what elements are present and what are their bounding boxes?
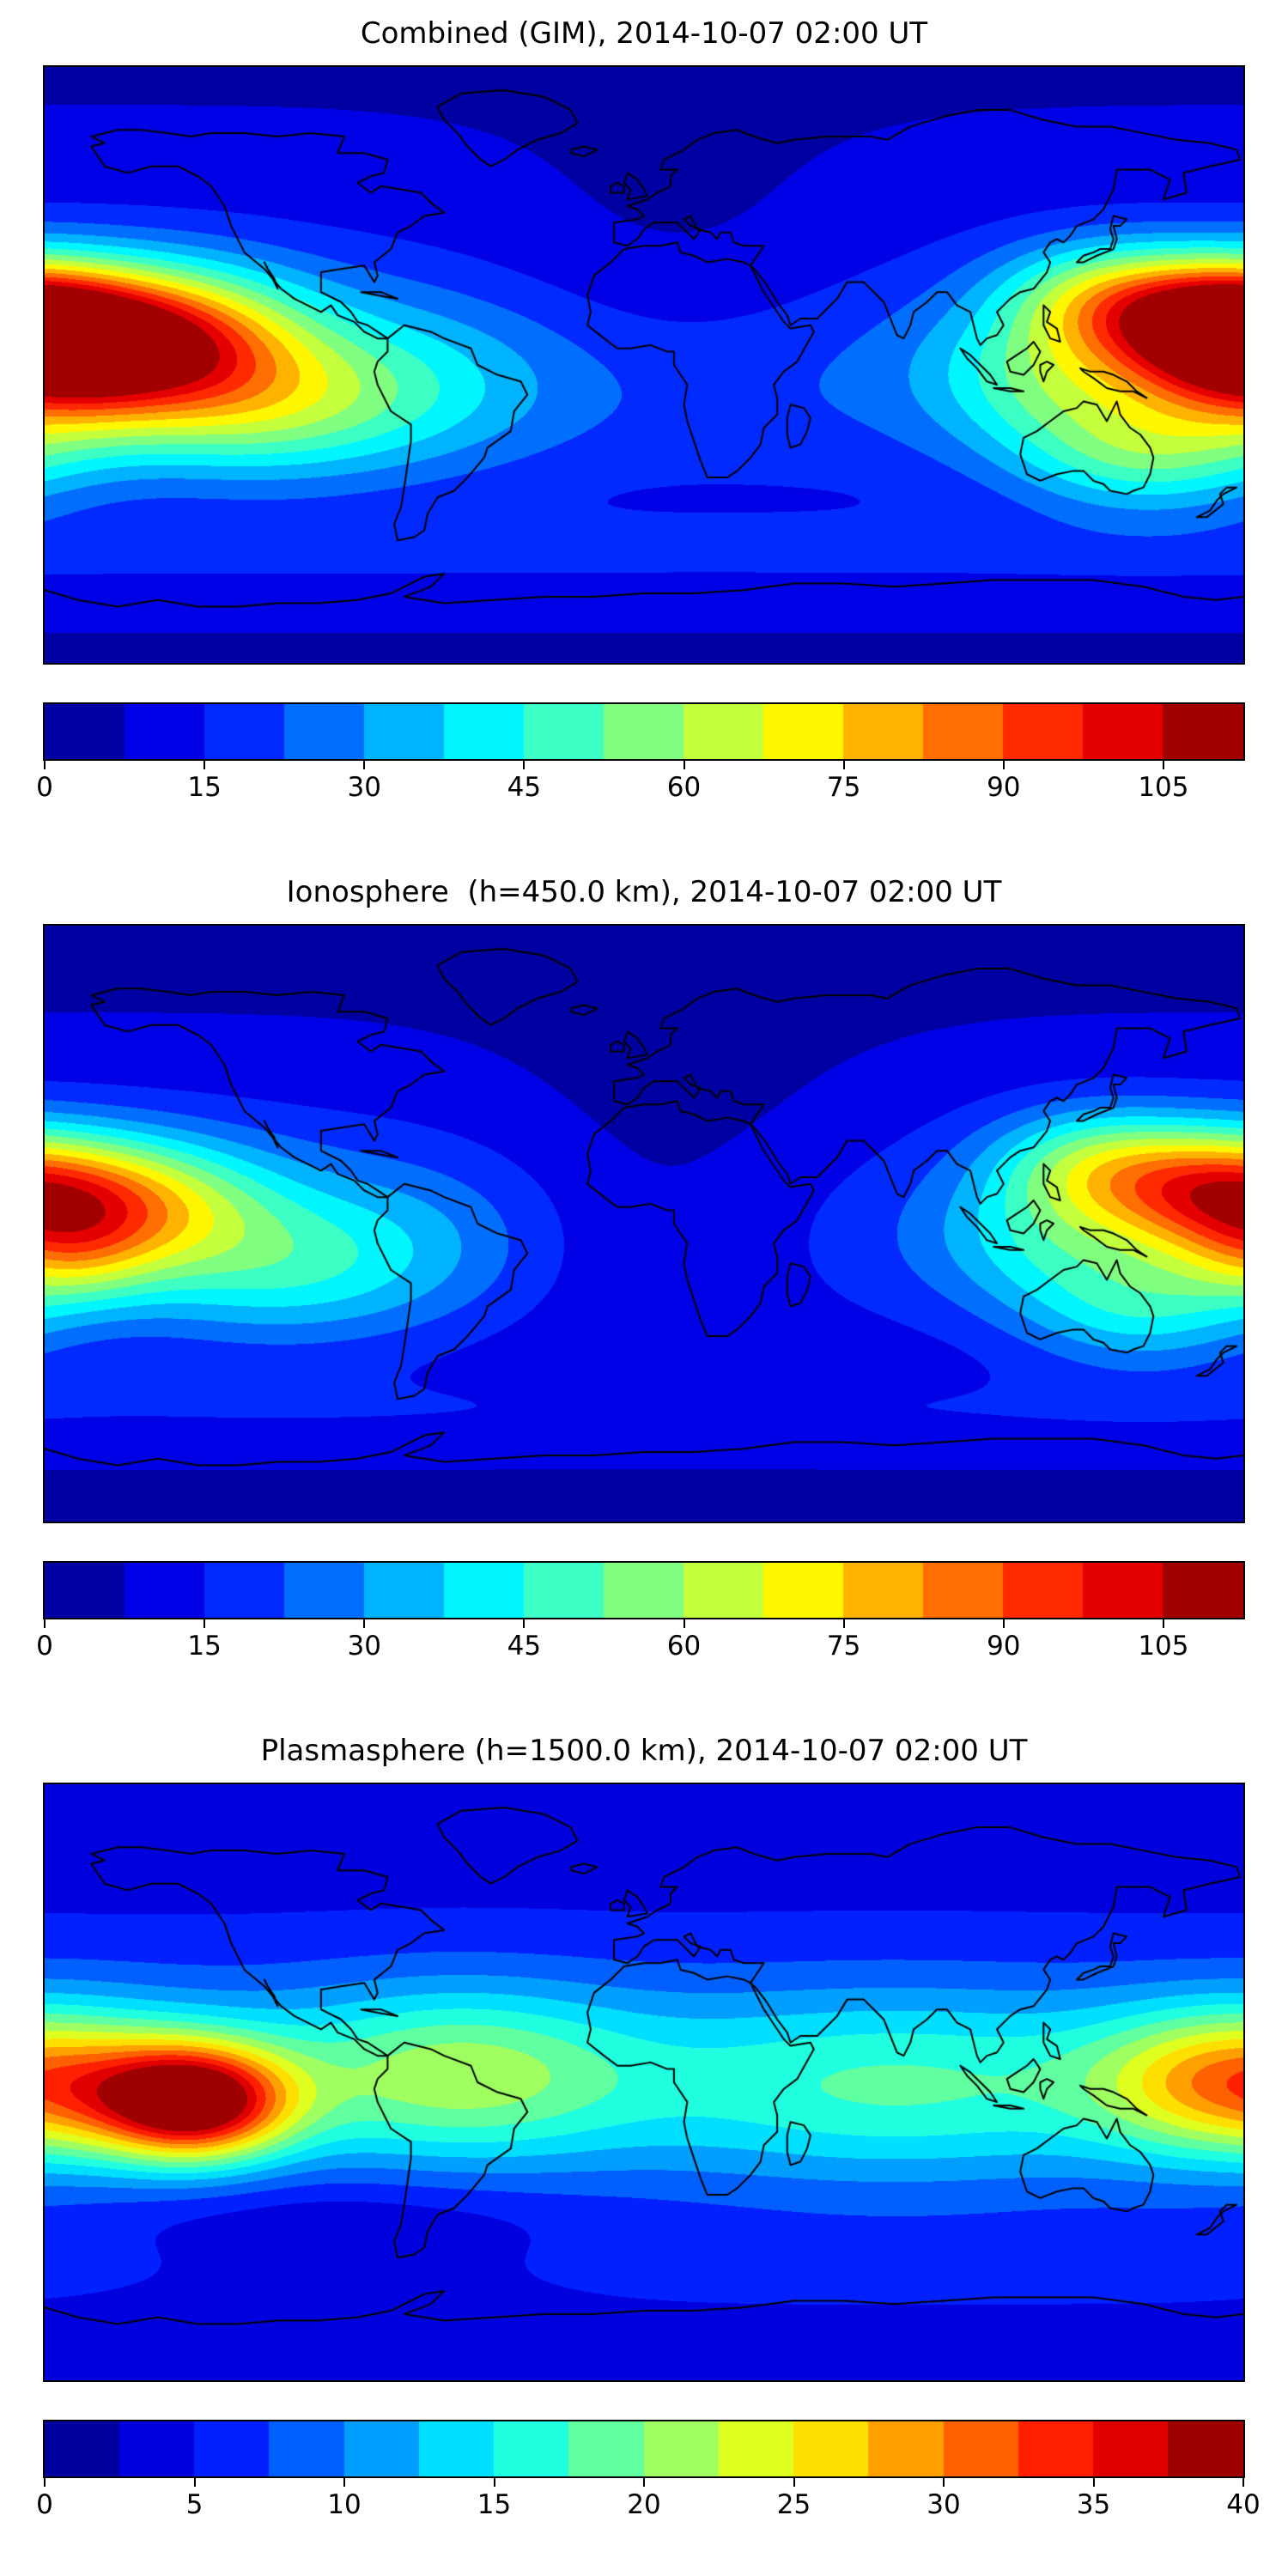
colorbar-tick-label: 15: [477, 2489, 512, 2520]
colorbar-tick-label: 75: [826, 1631, 861, 1662]
colorbar-tick-label: 60: [666, 772, 702, 803]
colorbar-tick-mark: [204, 761, 206, 769]
colorbar-tick-mark: [1092, 2478, 1095, 2487]
panel-ionosphere: Ionosphere (h=450.0 km), 2014-10-07 02:0…: [0, 859, 1288, 1717]
colorbar-tick-label: 30: [927, 2489, 961, 2520]
colorbar-canvas: [43, 2420, 1245, 2478]
colorbar-tick-mark: [1242, 2478, 1244, 2487]
tec-map-canvas: [43, 65, 1245, 665]
colorbar-tick-label: 15: [187, 772, 222, 803]
colorbar-tick-mark: [44, 761, 46, 769]
colorbar-tick-mark: [523, 761, 526, 769]
colorbar-tick-label: 35: [1076, 2489, 1111, 2520]
colorbar-tick-label: 40: [1226, 2489, 1261, 2520]
colorbar-tick-mark: [1162, 1619, 1164, 1628]
colorbar-tick-mark: [643, 2478, 645, 2487]
colorbar-tick-label: 105: [1138, 772, 1189, 803]
colorbar-tick-label: 0: [36, 1631, 53, 1662]
colorbar-tick-label: 90: [987, 1631, 1021, 1662]
colorbar-tick-label: 10: [327, 2489, 361, 2520]
colorbar-tick-label: 30: [347, 1631, 381, 1662]
colorbar-tick-mark: [683, 1619, 685, 1628]
map-title: Ionosphere (h=450.0 km), 2014-10-07 02:0…: [286, 875, 1002, 909]
colorbar-tick-label: 60: [666, 1631, 702, 1662]
colorbar-tick-mark: [44, 2478, 46, 2487]
map-title: Plasmasphere (h=1500.0 km), 2014-10-07 0…: [260, 1734, 1028, 1768]
colorbar-tick-label: 25: [776, 2489, 811, 2520]
colorbar-tick-label: 0: [36, 772, 53, 803]
colorbar-tick-mark: [523, 1619, 526, 1628]
colorbar-tick-mark: [842, 1619, 845, 1628]
colorbar-tick-label: 15: [187, 1631, 222, 1662]
colorbar-tick-mark: [1002, 761, 1005, 769]
colorbar-tick-mark: [204, 1619, 206, 1628]
tec-map-canvas: [43, 924, 1245, 1523]
panel-plasmasphere: Plasmasphere (h=1500.0 km), 2014-10-07 0…: [0, 1717, 1288, 2576]
colorbar-tick-mark: [943, 2478, 945, 2487]
colorbar-canvas: [43, 702, 1245, 761]
colorbar-tick-mark: [683, 761, 685, 769]
colorbar-ticks: 0 15 30 45 60 75 90 105: [36, 761, 1243, 811]
colorbar-tick-label: 0: [36, 2489, 53, 2520]
colorbar-tick-mark: [842, 761, 845, 769]
colorbar-tick-mark: [363, 761, 366, 769]
colorbar-tick-mark: [793, 2478, 795, 2487]
colorbar-tick-mark: [1162, 761, 1164, 769]
colorbar-tick-label: 5: [185, 2489, 204, 2520]
panel-combined-gim: Combined (GIM), 2014-10-07 02:00 UT 0 15 3…: [0, 0, 1288, 859]
colorbar-tick-label: 75: [826, 772, 861, 803]
colorbar-tick-mark: [343, 2478, 345, 2487]
colorbar-tick-label: 45: [507, 1631, 542, 1662]
colorbar-tick-label: 30: [347, 772, 381, 803]
colorbar-canvas: [43, 1561, 1245, 1619]
colorbar-tick-mark: [363, 1619, 366, 1628]
colorbar-ticks: 0 5 10 15 20 25 30 35 40: [36, 2478, 1261, 2528]
colorbar-tick-label: 105: [1138, 1631, 1189, 1662]
colorbar-tick-label: 90: [987, 772, 1021, 803]
colorbar-tick-mark: [493, 2478, 495, 2487]
colorbar-tick-label: 20: [627, 2489, 661, 2520]
tec-map-canvas: [43, 1783, 1245, 2382]
colorbar-tick-label: 45: [507, 772, 542, 803]
colorbar-ticks: 0 15 30 45 60 75 90 105: [36, 1619, 1243, 1669]
colorbar-tick-mark: [193, 2478, 196, 2487]
colorbar-tick-mark: [44, 1619, 46, 1628]
map-title: Combined (GIM), 2014-10-07 02:00 UT: [360, 16, 928, 51]
colorbar-tick-mark: [1002, 1619, 1005, 1628]
